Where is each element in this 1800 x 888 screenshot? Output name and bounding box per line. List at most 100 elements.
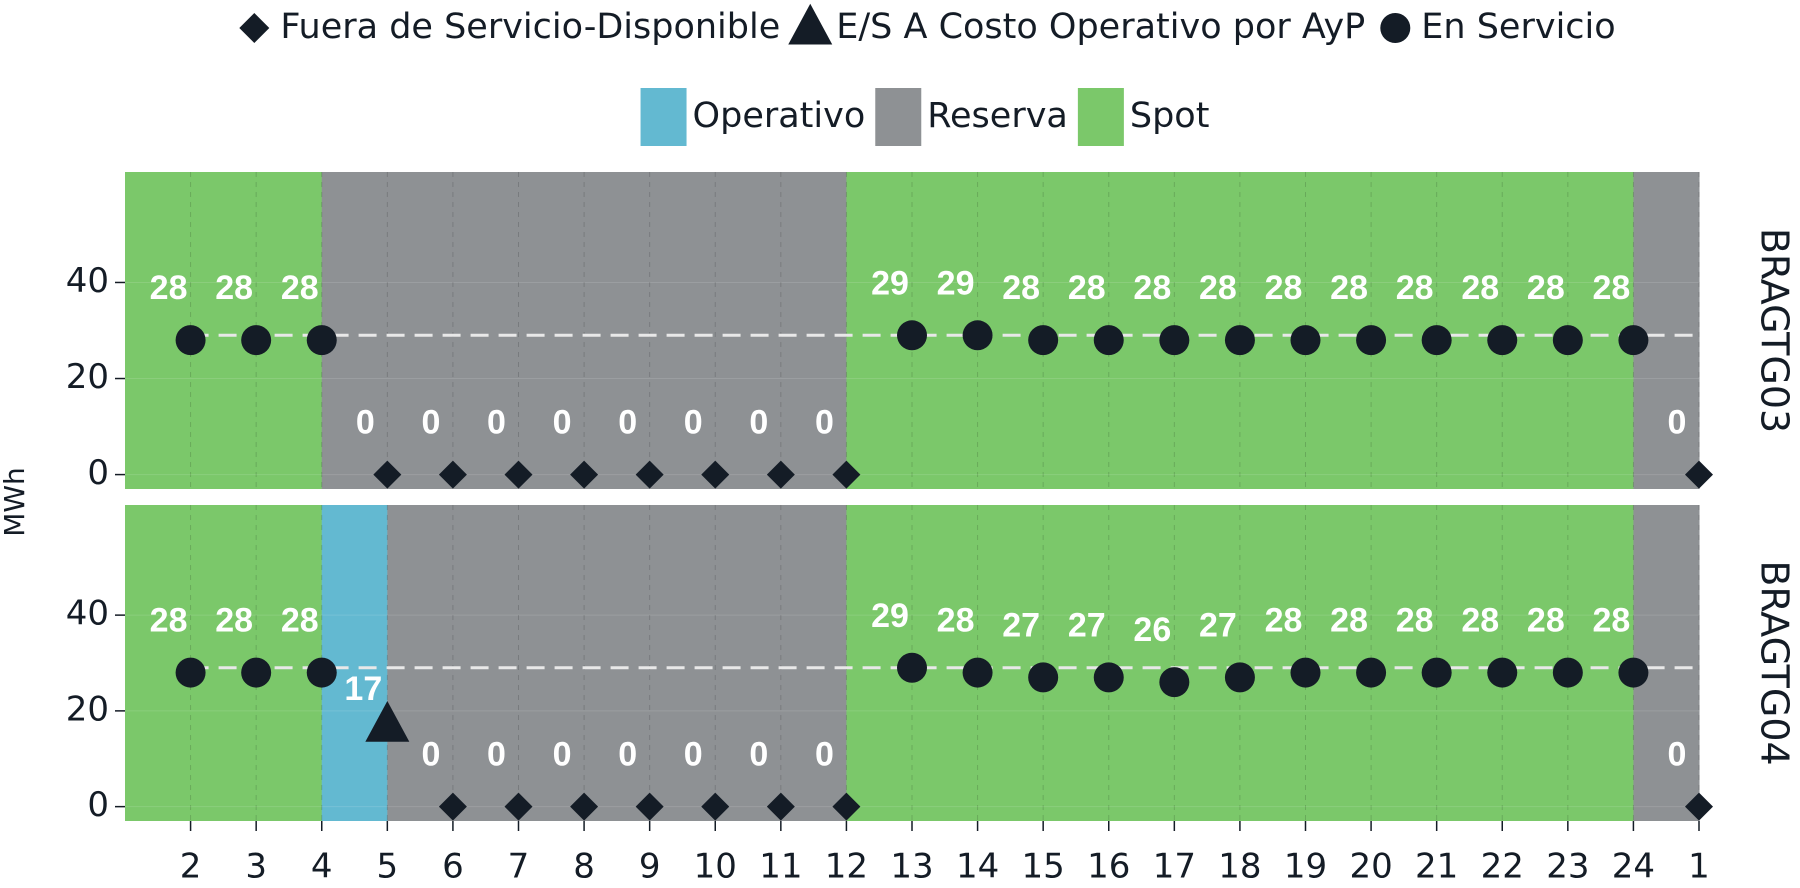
data-label: 29 — [871, 264, 909, 302]
point — [373, 460, 402, 489]
data-label: 0 — [1668, 404, 1687, 442]
legend: Fuera de Servicio-Disponible E/S A Costo … — [239, 3, 1616, 47]
data-label: 28 — [1265, 602, 1303, 640]
point — [962, 320, 993, 351]
data-label: 27 — [1199, 606, 1237, 644]
data-label: 0 — [684, 404, 703, 442]
data-label: 28 — [1396, 269, 1434, 307]
data-label: 27 — [1002, 606, 1040, 644]
data-label: 28 — [1461, 602, 1499, 640]
period-band — [715, 172, 782, 489]
x-tick-label: 5 — [377, 847, 399, 887]
y-axis-label: MWh — [0, 467, 31, 537]
data-label: 28 — [150, 602, 188, 640]
x-tick-label: 20 — [1349, 847, 1392, 887]
y-tick-label: 20 — [66, 689, 109, 729]
period-band — [1043, 505, 1110, 821]
legend-item: Fuera de Servicio-Disponible — [239, 7, 780, 47]
data-label: 0 — [487, 736, 506, 774]
x-tick-label: 16 — [1087, 847, 1130, 887]
point — [897, 652, 927, 683]
x-tick-label: 22 — [1481, 847, 1524, 887]
data-label: 0 — [553, 404, 572, 442]
period-band — [387, 505, 454, 821]
point — [1421, 657, 1452, 688]
point — [1356, 657, 1387, 688]
point — [504, 460, 533, 489]
data-label: 17 — [344, 670, 382, 708]
data-label: 0 — [815, 404, 834, 442]
legend-item: Reserva — [875, 88, 1068, 146]
data-label: 0 — [1668, 736, 1687, 774]
period-band — [780, 172, 847, 489]
legend-item: En Servicio — [1380, 7, 1616, 47]
x-tick-label: 18 — [1218, 847, 1261, 887]
legend-label: Spot — [1130, 96, 1210, 136]
point — [1159, 667, 1190, 698]
data-label: 28 — [1527, 602, 1565, 640]
point — [1421, 325, 1452, 356]
legend-marker — [788, 3, 833, 45]
data-label: 29 — [871, 597, 909, 635]
data-label: 28 — [1330, 602, 1368, 640]
legend-marker — [1380, 13, 1411, 43]
point — [175, 325, 206, 356]
point — [1093, 325, 1124, 356]
point — [1685, 460, 1713, 489]
data-label: 28 — [281, 269, 319, 307]
x-tick-label: 3 — [245, 847, 267, 887]
point — [1487, 657, 1518, 688]
point — [438, 460, 467, 489]
point — [1618, 325, 1649, 356]
x-tick-label: 4 — [311, 847, 333, 887]
data-label: 28 — [1461, 269, 1499, 307]
legend-item: E/S A Costo Operativo por AyP — [788, 3, 1365, 47]
y-tick-label: 40 — [66, 261, 109, 301]
point — [635, 460, 664, 489]
point — [438, 792, 467, 821]
legend-label: Fuera de Servicio-Disponible — [280, 7, 780, 47]
point — [1290, 325, 1321, 356]
data-label: 0 — [815, 736, 834, 774]
point — [897, 320, 927, 351]
x-tick-label: 21 — [1415, 847, 1458, 887]
facet-label: BRAGTG03 — [1753, 228, 1797, 433]
point — [1290, 657, 1321, 688]
x-tick-label: 13 — [890, 847, 933, 887]
point — [1618, 657, 1649, 688]
point — [570, 460, 599, 489]
x-tick-label: 6 — [442, 847, 464, 887]
data-label: 28 — [281, 602, 319, 640]
period-band — [518, 505, 585, 821]
x-tick-label: 12 — [825, 847, 868, 887]
point — [1093, 662, 1124, 693]
x-tick-label: 10 — [694, 847, 737, 887]
data-label: 0 — [749, 736, 768, 774]
data-label: 28 — [1265, 269, 1303, 307]
point — [1552, 657, 1583, 688]
x-tick-label: 1 — [1688, 847, 1710, 887]
data-label: 28 — [1002, 269, 1040, 307]
period-band — [649, 505, 716, 821]
legend-label: Operativo — [693, 96, 866, 136]
data-label: 28 — [1593, 602, 1631, 640]
point — [175, 657, 206, 688]
period-band — [1108, 505, 1175, 821]
data-label: 0 — [421, 404, 440, 442]
y-tick-label: 20 — [66, 357, 109, 397]
data-label: 0 — [356, 404, 375, 442]
data-label: 28 — [1330, 269, 1368, 307]
legend-swatch — [875, 88, 922, 146]
legend-label: E/S A Costo Operativo por AyP — [836, 7, 1365, 47]
period-band — [715, 505, 782, 821]
legend-swatch — [1077, 88, 1124, 146]
point — [241, 657, 272, 688]
legend-label: Reserva — [927, 96, 1068, 136]
data-label: 28 — [1527, 269, 1565, 307]
point — [306, 325, 337, 356]
point — [1159, 325, 1190, 356]
x-tick-label: 23 — [1546, 847, 1589, 887]
y-tick-label: 0 — [87, 453, 109, 493]
